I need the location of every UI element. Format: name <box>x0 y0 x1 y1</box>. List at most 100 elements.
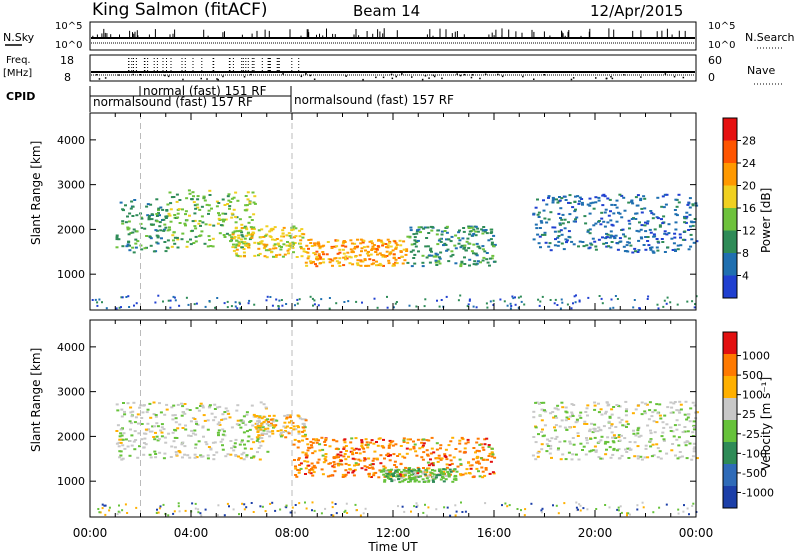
echo-cell <box>649 248 653 251</box>
echo-cell <box>335 440 339 443</box>
echo-cell <box>317 458 321 461</box>
echo-cell <box>490 451 494 454</box>
echo-cell <box>537 433 540 436</box>
echo-cell <box>367 467 371 469</box>
echo-cell <box>683 221 687 224</box>
echo-cell <box>234 221 238 224</box>
echo-cell <box>449 255 453 258</box>
echo-cell <box>568 194 572 197</box>
ground-scatter-cell <box>492 299 495 302</box>
echo-cell <box>488 472 492 475</box>
echo-cell <box>270 227 274 230</box>
ground-scatter-cell <box>506 304 509 307</box>
colorbar-swatch <box>723 442 737 464</box>
echo-cell <box>403 474 407 477</box>
echo-cell <box>383 466 387 469</box>
echo-cell <box>481 476 485 479</box>
ground-scatter-cell <box>228 505 230 508</box>
ground-scatter-cell <box>616 508 619 511</box>
echo-cell <box>627 241 631 244</box>
echo-cell <box>414 245 418 248</box>
echo-cell <box>297 426 300 429</box>
echo-cell <box>194 240 198 243</box>
echo-cell <box>340 459 343 462</box>
echo-cell <box>560 401 564 404</box>
ground-scatter-cell <box>269 502 272 505</box>
colorbar-swatch <box>723 118 737 141</box>
echo-cell <box>315 265 319 268</box>
echo-cell <box>260 228 264 231</box>
echo-cell <box>445 249 449 252</box>
ground-scatter-cell <box>158 507 161 510</box>
echo-cell <box>390 468 393 471</box>
echo-cell <box>321 258 325 261</box>
echo-cell <box>593 404 597 407</box>
echo-cell <box>553 230 557 233</box>
nave-dot <box>96 74 98 76</box>
ground-scatter-cell <box>492 304 495 306</box>
echo-cell <box>492 234 496 237</box>
echo-cell <box>429 247 433 250</box>
echo-cell <box>128 420 132 423</box>
echo-cell <box>240 453 244 456</box>
echo-cell <box>636 427 640 430</box>
ground-scatter-cell <box>557 512 560 515</box>
echo-cell <box>660 205 664 208</box>
ground-scatter-cell <box>570 307 573 310</box>
echo-cell <box>463 244 467 247</box>
echo-cell <box>684 400 688 403</box>
echo-cell <box>180 238 184 241</box>
echo-cell <box>380 469 384 472</box>
ground-scatter-cell <box>467 303 470 306</box>
echo-cell <box>535 227 539 230</box>
ground-scatter-cell <box>566 303 569 306</box>
echo-cell <box>381 255 385 258</box>
echo-cell <box>389 251 393 254</box>
echo-cell <box>602 425 606 428</box>
echo-cell <box>221 418 225 421</box>
echo-cell <box>344 255 348 258</box>
echo-cell <box>484 467 488 469</box>
echo-cell <box>351 457 355 460</box>
ground-scatter-cell <box>688 513 690 516</box>
echo-cell <box>159 206 163 209</box>
echo-cell <box>266 427 270 430</box>
echo-cell <box>307 464 311 467</box>
echo-cell <box>252 455 256 458</box>
ground-scatter-cell <box>504 502 507 505</box>
echo-cell <box>337 464 340 467</box>
echo-cell <box>234 252 238 255</box>
nave-dot <box>572 77 575 79</box>
echo-cell <box>174 429 178 432</box>
echo-cell <box>132 401 136 404</box>
nave-dot <box>98 78 101 80</box>
echo-cell <box>469 467 473 470</box>
echo-cell <box>164 250 168 253</box>
echo-cell <box>164 217 168 219</box>
ground-scatter-cell <box>155 511 158 514</box>
echo-cell <box>553 426 556 429</box>
echo-cell <box>430 254 434 257</box>
ground-scatter-cell <box>320 298 323 301</box>
ground-scatter-cell <box>96 304 99 307</box>
echo-cell <box>372 474 376 477</box>
echo-cell <box>401 455 405 458</box>
echo-cell <box>431 464 435 467</box>
echo-cell <box>453 244 457 247</box>
ground-scatter-cell <box>214 306 216 309</box>
echo-cell <box>262 403 266 406</box>
ground-scatter-cell <box>523 303 526 306</box>
ground-scatter-cell <box>537 298 540 301</box>
echo-cell <box>375 457 379 460</box>
echo-cell <box>317 254 321 257</box>
echo-cell <box>478 475 482 478</box>
echo-cell <box>549 447 553 450</box>
echo-cell <box>152 223 155 226</box>
echo-cell <box>175 437 179 439</box>
echo-cell <box>445 225 449 228</box>
echo-cell <box>313 253 317 256</box>
echo-cell <box>307 247 310 250</box>
echo-cell <box>375 248 379 251</box>
echo-cell <box>449 459 453 462</box>
echo-cell <box>664 203 668 206</box>
